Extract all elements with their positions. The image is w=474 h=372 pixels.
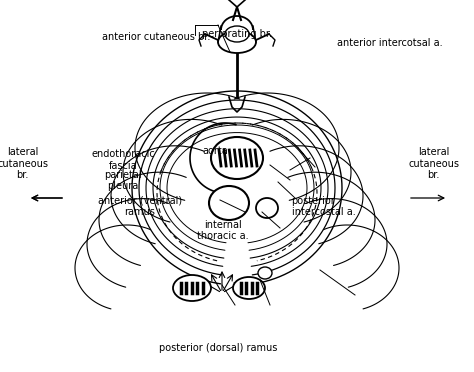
Ellipse shape (256, 198, 278, 218)
Ellipse shape (173, 275, 211, 301)
Text: anterior intercotsal a.: anterior intercotsal a. (337, 38, 442, 48)
Text: lateral
cutaneous
br.: lateral cutaneous br. (0, 147, 48, 180)
Text: anterior cutaneous br.: anterior cutaneous br. (102, 32, 210, 42)
Text: endothoracic
fascia: endothoracic fascia (91, 149, 155, 171)
Text: aorta: aorta (203, 146, 228, 155)
Text: posterior
intercostal a.: posterior intercostal a. (292, 196, 355, 217)
Ellipse shape (233, 277, 265, 299)
Text: posterior (dorsal) ramus: posterior (dorsal) ramus (159, 343, 277, 353)
Ellipse shape (211, 137, 263, 179)
Text: perforating br.: perforating br. (202, 29, 272, 39)
Ellipse shape (258, 267, 272, 279)
Text: anterior (ventral)
ramus: anterior (ventral) ramus (98, 196, 182, 217)
Text: internal
thoracic a.: internal thoracic a. (197, 220, 248, 241)
Ellipse shape (209, 186, 249, 220)
Text: lateral
cutaneous
br.: lateral cutaneous br. (408, 147, 459, 180)
Text: parietal
pleura: parietal pleura (104, 170, 142, 191)
Ellipse shape (218, 31, 256, 53)
Ellipse shape (225, 26, 249, 42)
